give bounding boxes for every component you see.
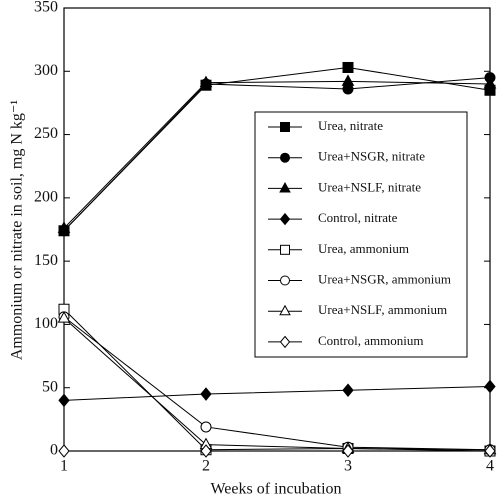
y-tick-label: 150: [34, 252, 58, 269]
legend-label: Urea+NSGR, nitrate: [318, 149, 425, 164]
marker: [57, 221, 71, 233]
marker: [484, 379, 496, 394]
series-line: [63, 317, 491, 451]
y-tick-label: 250: [34, 125, 58, 142]
marker: [199, 75, 213, 88]
legend-label: Control, ammonium: [318, 333, 423, 348]
marker: [57, 311, 71, 323]
legend-marker: [280, 275, 290, 286]
y-tick-label: 0: [50, 442, 58, 459]
x-tick-label: 2: [202, 458, 210, 475]
y-axis-title: Ammonium or nitrate in soil, mg N kg⁻¹: [9, 100, 26, 361]
marker: [483, 76, 497, 89]
legend-marker: [279, 304, 291, 316]
legend-label: Urea+NSLF, ammonium: [318, 302, 447, 317]
legend-label: Urea, ammonium: [318, 241, 409, 256]
y-tick-label: 350: [34, 0, 58, 16]
marker: [342, 61, 354, 73]
marker: [200, 421, 212, 433]
y-tick-label: 300: [34, 62, 58, 79]
series-line: [63, 77, 491, 232]
marker: [58, 444, 70, 458]
legend-marker: [279, 181, 291, 193]
series-line: [63, 385, 491, 401]
legend-label: Urea+NSGR, ammonium: [318, 271, 451, 286]
x-tick-label: 4: [486, 458, 494, 475]
series-line: [63, 308, 491, 452]
series-line: [63, 80, 491, 229]
x-axis-title: Weeks of incubation: [210, 481, 341, 498]
y-tick-label: 100: [34, 315, 58, 332]
marker: [342, 444, 354, 458]
legend-marker: [280, 122, 290, 132]
y-tick-label: 50: [42, 378, 58, 395]
y-tick-label: 200: [34, 189, 58, 206]
legend-label: Control, nitrate: [318, 210, 398, 225]
series-line: [63, 316, 491, 451]
x-tick-label: 1: [60, 458, 68, 475]
legend-marker: [280, 152, 290, 163]
marker: [341, 74, 355, 86]
legend-marker: [279, 212, 291, 226]
legend-marker: [279, 335, 291, 349]
x-tick-label: 3: [344, 458, 352, 475]
legend-label: Urea, nitrate: [318, 118, 383, 133]
marker: [200, 387, 212, 401]
legend-label: Urea+NSLF, nitrate: [318, 179, 421, 194]
legend-box: [254, 111, 468, 358]
marker: [484, 444, 496, 458]
legend-marker: [280, 244, 290, 255]
marker: [58, 393, 70, 408]
marker: [342, 383, 354, 398]
marker: [200, 444, 212, 458]
